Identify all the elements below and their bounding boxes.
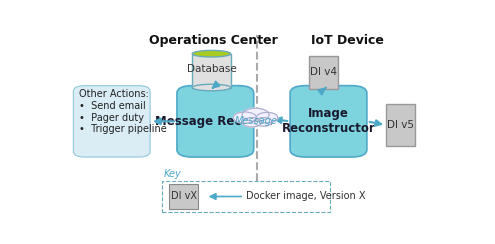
Text: Operations Center: Operations Center bbox=[149, 34, 278, 47]
Text: Database: Database bbox=[187, 64, 237, 74]
Ellipse shape bbox=[192, 51, 231, 57]
FancyBboxPatch shape bbox=[290, 86, 367, 157]
Text: Image
Reconstructor: Image Reconstructor bbox=[282, 107, 375, 135]
Text: IoT Device: IoT Device bbox=[311, 34, 384, 47]
Ellipse shape bbox=[192, 84, 231, 91]
Circle shape bbox=[242, 118, 261, 127]
Circle shape bbox=[256, 112, 278, 123]
Text: DI vX: DI vX bbox=[171, 192, 197, 202]
Bar bbox=[161, 181, 331, 213]
FancyBboxPatch shape bbox=[177, 86, 253, 157]
Circle shape bbox=[254, 118, 272, 126]
Text: DI v5: DI v5 bbox=[387, 120, 414, 130]
Text: DI v4: DI v4 bbox=[310, 68, 337, 78]
Bar bbox=[386, 104, 415, 146]
Text: Message Receiver: Message Receiver bbox=[155, 115, 275, 128]
Circle shape bbox=[233, 112, 256, 123]
Text: Key: Key bbox=[163, 169, 181, 179]
Text: Other Actions:
•  Send email
•  Pager duty
•  Trigger pipeline: Other Actions: • Send email • Pager duty… bbox=[79, 89, 167, 134]
Bar bbox=[309, 56, 338, 89]
Bar bbox=[169, 184, 198, 209]
Text: Message: Message bbox=[235, 116, 278, 126]
Text: Docker image, Version X: Docker image, Version X bbox=[246, 192, 365, 202]
FancyBboxPatch shape bbox=[73, 86, 150, 157]
Bar bbox=[192, 54, 231, 88]
Circle shape bbox=[242, 108, 269, 121]
